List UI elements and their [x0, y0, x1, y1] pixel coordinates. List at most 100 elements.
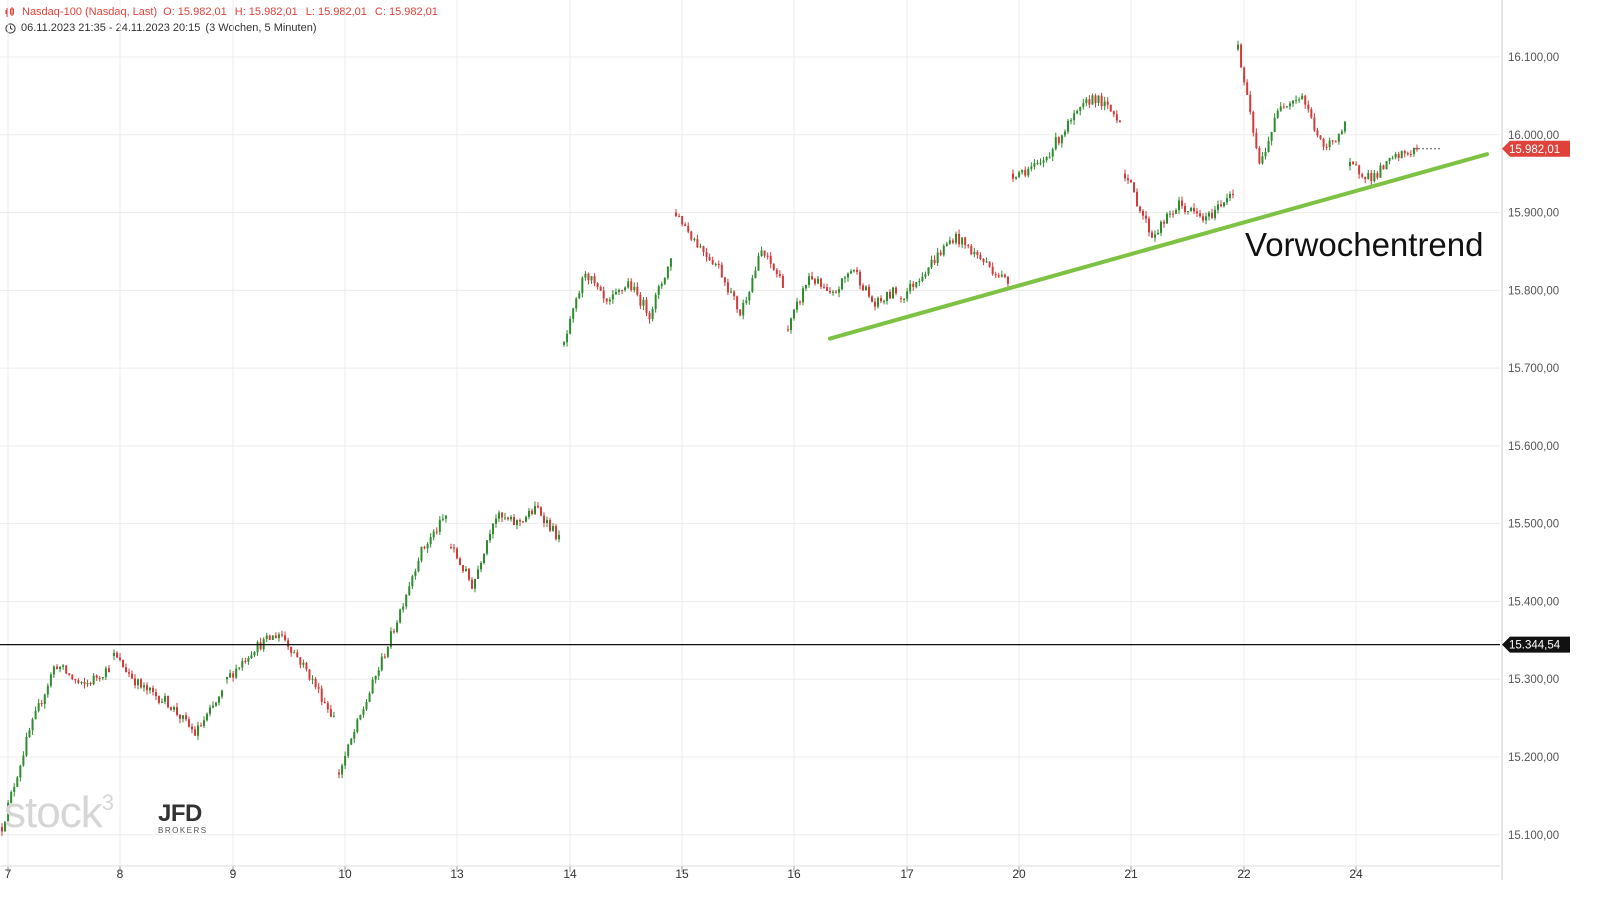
candle-body: [74, 679, 77, 681]
candle-body: [841, 278, 843, 290]
candle-body: [441, 518, 444, 520]
candle-body: [1006, 276, 1009, 284]
candle-body: [40, 703, 43, 705]
trend-annotation: Vorwochentrend: [1245, 226, 1484, 263]
candle-body: [793, 309, 795, 319]
candle-body: [1292, 100, 1294, 104]
candle-body: [1328, 140, 1331, 148]
trend-line[interactable]: [828, 152, 1489, 341]
candle-body: [152, 687, 154, 693]
candle-body: [877, 298, 879, 307]
candle-body: [1097, 95, 1100, 104]
candle-body: [1184, 205, 1186, 213]
candle-body: [356, 719, 359, 733]
candle-body: [149, 687, 151, 691]
candle-body: [1133, 182, 1135, 192]
candle-body: [973, 251, 976, 255]
candle-body: [1261, 156, 1264, 164]
y-tick-label: 15.300,00: [1508, 674, 1559, 686]
candle-body: [323, 701, 326, 704]
y-tick-label: 15.100,00: [1508, 830, 1559, 842]
candle-body: [16, 777, 19, 787]
candle-body: [865, 286, 867, 291]
candle-body: [338, 772, 340, 775]
candle-body: [229, 673, 232, 678]
candle-body: [678, 215, 681, 217]
candle-body: [690, 231, 693, 240]
candle-body: [751, 278, 754, 292]
candle-body: [871, 296, 873, 302]
candle-body: [218, 696, 220, 703]
candle-body: [723, 277, 726, 283]
candle-body: [329, 709, 332, 717]
candle-body: [59, 666, 62, 670]
candle-body: [862, 285, 864, 291]
candle-body: [426, 544, 429, 549]
candle-body: [726, 282, 729, 293]
candle-body: [10, 791, 13, 803]
candle-body: [56, 666, 58, 670]
candle-body: [1267, 140, 1270, 152]
candlestick-icon[interactable]: [4, 6, 16, 18]
x-tick-label: 10: [338, 867, 352, 881]
candle-body: [1391, 157, 1394, 159]
candle-body: [769, 255, 772, 264]
grid-lines: [0, 0, 1500, 866]
instrument-name[interactable]: Nasdaq-100 (Nasdaq, Last): [22, 6, 158, 18]
candle-body: [1337, 133, 1340, 142]
candle-body: [1142, 210, 1144, 216]
candle-body: [185, 715, 187, 720]
candle-body: [501, 512, 503, 518]
candle-body: [936, 252, 939, 263]
candle-body: [287, 640, 290, 647]
candle-body: [19, 765, 22, 778]
candle-body: [1000, 274, 1003, 277]
candle-body: [1343, 121, 1346, 132]
candle-body: [250, 655, 253, 658]
candle-body: [365, 701, 368, 710]
candle-body: [1285, 106, 1288, 108]
candle-body: [1246, 82, 1249, 95]
candle-body: [52, 666, 55, 675]
candle-body: [215, 702, 217, 706]
y-tick-label: 15.500,00: [1508, 519, 1559, 531]
candle-body: [1379, 165, 1382, 178]
candle-body: [895, 287, 897, 294]
y-tick-label: 15.900,00: [1508, 208, 1559, 220]
candle-body: [483, 553, 485, 563]
candle-body: [1301, 95, 1304, 100]
candle-body: [137, 679, 139, 686]
x-tick-label: 22: [1237, 867, 1251, 881]
candle-body: [119, 657, 121, 660]
candle-body: [200, 725, 202, 727]
candle-body: [1021, 169, 1024, 173]
candle-body: [232, 673, 235, 678]
candle-body: [462, 565, 464, 572]
candle-body: [1166, 213, 1168, 224]
candle-body: [498, 512, 500, 519]
candle-body: [256, 642, 259, 653]
candle-body: [1288, 103, 1291, 107]
candle-body: [1349, 162, 1351, 166]
candle-body: [1361, 174, 1364, 177]
candle-body: [206, 713, 208, 721]
candle-body: [516, 520, 518, 525]
candle-body: [444, 515, 447, 519]
clock-icon[interactable]: [4, 22, 16, 34]
candle-body: [838, 289, 840, 293]
candle-body: [886, 291, 888, 301]
hline-price-label: 15.344,54: [1509, 640, 1561, 652]
candle-body: [456, 548, 458, 559]
candle-body: [92, 675, 95, 685]
candle-body: [167, 696, 169, 708]
candle-body: [1211, 212, 1213, 219]
candle-body: [1334, 141, 1337, 143]
candle-body: [733, 291, 736, 297]
last-price-label: 15.982,01: [1509, 144, 1560, 156]
candle-body: [1127, 178, 1129, 181]
candle-body: [317, 687, 320, 689]
candle-body: [1367, 172, 1370, 180]
candle-body: [736, 296, 739, 310]
candle-body: [1310, 109, 1313, 118]
